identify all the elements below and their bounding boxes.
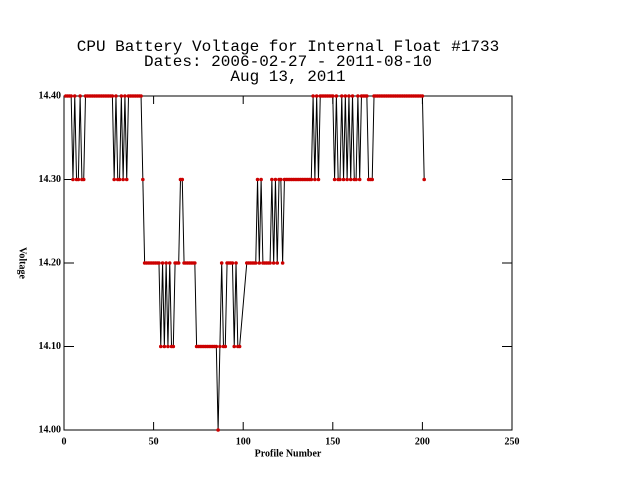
x-tick-label: 100	[236, 436, 251, 447]
data-point	[180, 177, 185, 182]
data-point	[334, 94, 339, 98]
data-point	[230, 261, 235, 265]
data-point	[76, 177, 81, 182]
data-point	[365, 94, 369, 98]
y-tick-label: 14.10	[39, 341, 62, 352]
data-point	[332, 177, 337, 182]
data-point	[124, 177, 129, 182]
data-point	[237, 344, 242, 349]
data-point	[270, 177, 274, 182]
data-point	[339, 94, 344, 98]
data-point	[316, 177, 321, 182]
data-point	[123, 94, 127, 98]
data-point	[313, 177, 317, 182]
data-point	[259, 177, 263, 182]
data-point	[167, 261, 172, 265]
x-axis-label: Profile Number	[255, 448, 322, 459]
data-point	[166, 344, 170, 349]
data-point	[422, 177, 426, 182]
y-tick-label: 14.00	[39, 424, 62, 435]
data-point	[71, 177, 75, 182]
data-point	[275, 261, 280, 265]
x-tick-label: 250	[505, 436, 520, 447]
data-point	[193, 261, 197, 265]
data-point	[214, 344, 219, 349]
data-point	[121, 177, 125, 182]
y-tick-label: 14.20	[39, 257, 62, 268]
data-point	[420, 94, 425, 98]
data-point	[223, 344, 228, 349]
data-point	[309, 177, 314, 182]
x-tick-label: 0	[62, 436, 67, 447]
data-point	[345, 177, 349, 182]
data-point	[176, 261, 181, 265]
data-point	[171, 344, 176, 349]
data-point	[157, 261, 161, 265]
x-tick-label: 200	[415, 436, 430, 447]
data-point	[234, 261, 238, 265]
data-point	[72, 94, 77, 98]
data-point	[354, 177, 358, 182]
data-point	[279, 177, 283, 182]
data-point	[114, 94, 118, 98]
data-point	[112, 177, 116, 182]
data-point	[268, 261, 272, 265]
data-point	[314, 94, 319, 98]
x-tick-label: 50	[149, 436, 159, 447]
data-point	[331, 94, 335, 98]
data-point	[160, 261, 165, 265]
data-point	[81, 177, 86, 182]
y-axis-label: Voltage	[17, 247, 28, 279]
data-point	[158, 344, 163, 349]
data-point	[78, 94, 82, 98]
data-point	[280, 261, 285, 265]
data-point	[162, 344, 167, 349]
data-point	[350, 94, 355, 98]
title-line: Aug 13, 2011	[230, 68, 345, 86]
data-point	[117, 177, 122, 182]
data-point	[69, 94, 73, 98]
y-tick-label: 14.30	[39, 174, 62, 185]
data-point	[271, 261, 276, 265]
data-point	[139, 94, 143, 98]
data-point	[343, 94, 348, 98]
data-point	[370, 177, 375, 182]
data-point	[232, 344, 237, 349]
data-point	[341, 177, 346, 182]
data-point	[338, 177, 342, 182]
data-point	[110, 94, 115, 98]
x-tick-label: 150	[325, 436, 340, 447]
data-point	[273, 177, 278, 182]
data-point	[119, 94, 124, 98]
data-point	[348, 177, 353, 182]
data-point	[164, 261, 168, 265]
data-point	[219, 261, 224, 265]
data-point	[253, 261, 258, 265]
title-line: CPU Battery Voltage for Internal Float #…	[77, 38, 499, 56]
data-point	[357, 177, 362, 182]
data-point	[356, 94, 360, 98]
data-point	[257, 261, 262, 265]
data-point	[216, 428, 220, 432]
title-line: Dates: 2006-02-27 - 2011-08-10	[144, 53, 432, 71]
data-point	[311, 94, 315, 98]
data-point	[255, 177, 260, 182]
data-point	[347, 94, 351, 98]
y-tick-label: 14.40	[39, 90, 62, 101]
data-point	[218, 344, 222, 349]
data-point	[141, 177, 145, 182]
